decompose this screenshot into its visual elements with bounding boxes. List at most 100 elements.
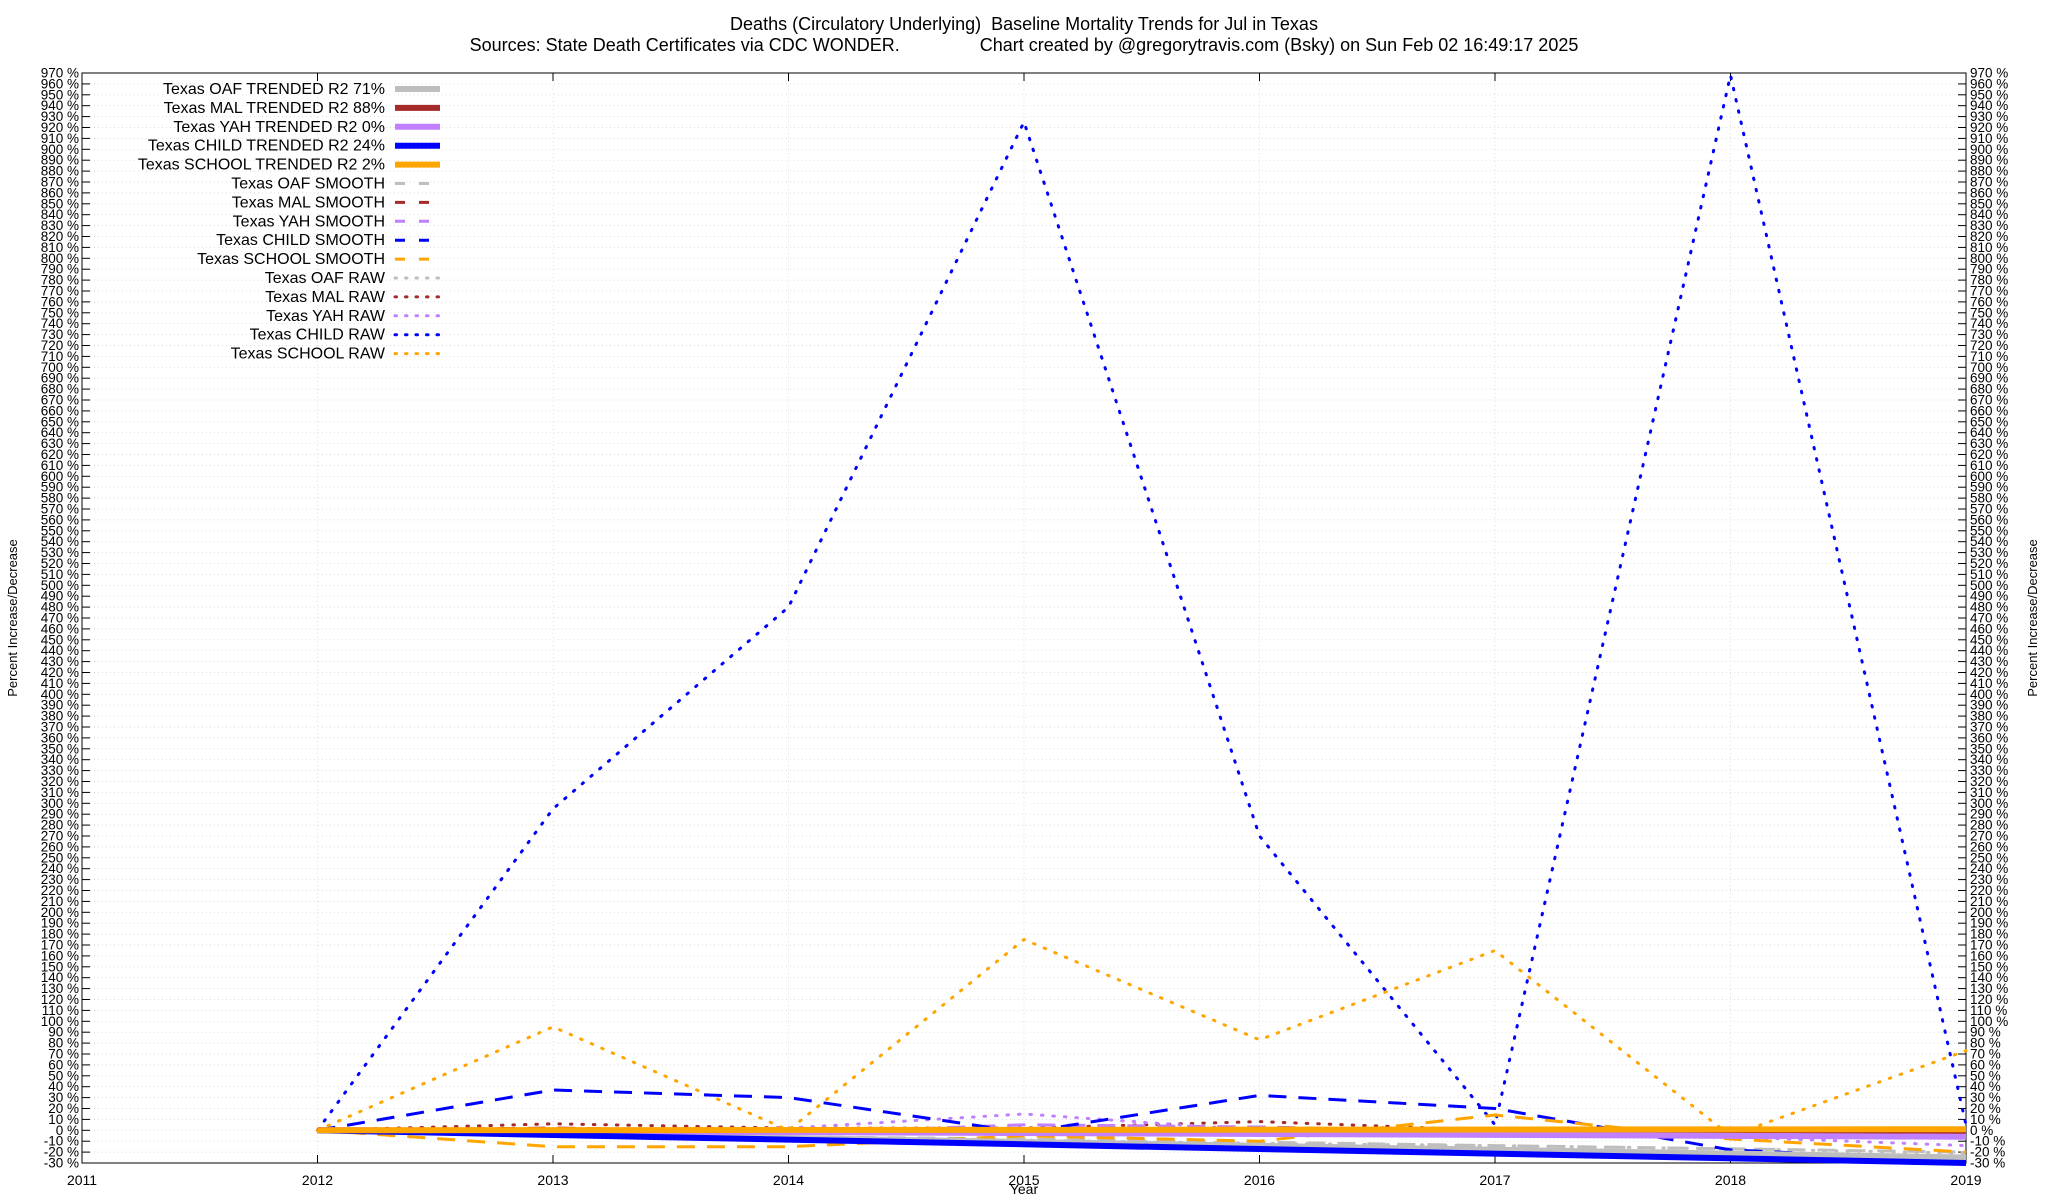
x-tick-label: 2012 <box>302 1172 333 1188</box>
y-tick-label: 370 % <box>41 720 79 735</box>
y-axis-label: Percent Increase/Decrease <box>5 539 20 697</box>
y-tick-label: 870 % <box>41 175 79 190</box>
y2-tick-label: 500 % <box>1970 578 2008 593</box>
y2-tick-label: 740 % <box>1970 316 2008 331</box>
y2-tick-label: 940 % <box>1970 98 2008 113</box>
x-tick-label: 2013 <box>537 1172 568 1188</box>
y2-tick-label: 540 % <box>1970 534 2008 549</box>
y-tick-label: 700 % <box>41 360 79 375</box>
y2-tick-label: 590 % <box>1970 480 2008 495</box>
y-tick-label: -20 % <box>44 1145 79 1160</box>
series-layer <box>316 73 1968 1166</box>
y-tick-label: 910 % <box>41 131 79 146</box>
y2-tick-label: 330 % <box>1970 763 2008 778</box>
y-tick-label: 0 % <box>56 1123 79 1138</box>
y2-tick-label: 30 % <box>1970 1090 2001 1105</box>
y-tick-label: 630 % <box>41 436 79 451</box>
y-tick-label: 620 % <box>41 447 79 462</box>
y2-tick-label: 190 % <box>1970 916 2008 931</box>
y-tick-label: 110 % <box>42 1003 79 1018</box>
y-tick-label: 880 % <box>41 164 79 179</box>
y-tick-label: 840 % <box>41 207 79 222</box>
y-tick-label: 230 % <box>41 872 79 887</box>
x-axis: 2011 2012 2013 2014 2015 2016 2017 2018 2019 <box>67 73 1982 1188</box>
y2-tick-label: 670 % <box>1970 393 2008 408</box>
y2-tick-label: 470 % <box>1970 611 2008 626</box>
series-line <box>317 1088 1967 1163</box>
y-tick-label: 530 % <box>41 545 79 560</box>
y2-tick-label: 80 % <box>1970 1036 2001 1051</box>
y2-tick-label: 10 % <box>1970 1112 2001 1127</box>
y2-tick-label: 800 % <box>1970 251 2008 266</box>
y-tick-label: 460 % <box>41 621 79 636</box>
y2-tick-label: 350 % <box>1970 741 2008 756</box>
y2-tick-label: 160 % <box>1970 948 2008 963</box>
y-tick-label: 330 % <box>41 763 79 778</box>
y2-tick-label: 620 % <box>1970 447 2008 462</box>
y-tick-label: 470 % <box>41 611 79 626</box>
y2-tick-label: 920 % <box>1970 120 2008 135</box>
y2-tick-label: 40 % <box>1970 1079 2001 1094</box>
series-line <box>316 1120 1968 1137</box>
y2-tick-label: 210 % <box>1970 894 2008 909</box>
y2-tick-label: 690 % <box>1970 371 2008 386</box>
y2-tick-label: 770 % <box>1970 284 2008 299</box>
y2-tick-label: 630 % <box>1970 436 2008 451</box>
y2-tick-label: 460 % <box>1970 621 2008 636</box>
y2-tick-label: 580 % <box>1970 491 2008 506</box>
legend-label: Texas OAF TRENDED R2 71% <box>163 81 385 98</box>
y-tick-label: 380 % <box>41 709 79 724</box>
legend-label: Texas SCHOOL TRENDED R2 2% <box>138 157 385 174</box>
y-tick-label: -30 % <box>44 1156 79 1171</box>
y2-tick-label: 290 % <box>1970 807 2008 822</box>
y-tick-label: 170 % <box>41 938 79 953</box>
legend: Texas OAF TRENDED R2 71% Texas MAL TRENDE… <box>138 81 442 363</box>
y-tick-label: 80 % <box>48 1036 79 1051</box>
x-tick-label: 2017 <box>1479 1172 1510 1188</box>
y2-tick-label: 660 % <box>1970 403 2008 418</box>
y-tick-label: 780 % <box>41 273 79 288</box>
y-tick-label: 200 % <box>41 905 79 920</box>
y2-tick-label: 880 % <box>1970 164 2008 179</box>
y-tick-label: 40 % <box>48 1079 79 1094</box>
y-tick-label: 520 % <box>41 556 79 571</box>
y2-tick-label: 610 % <box>1970 458 2008 473</box>
y2-tick-label: 0 % <box>1970 1123 1993 1138</box>
y2-tick-label: 520 % <box>1970 556 2008 571</box>
y-tick-label: 320 % <box>41 774 79 789</box>
y2-tick-label: -10 % <box>1970 1134 2005 1149</box>
y-tick-label: 560 % <box>41 512 79 527</box>
y2-tick-label: 90 % <box>1970 1025 2001 1040</box>
y2-tick-label: 260 % <box>1970 839 2008 854</box>
legend-label: Texas CHILD RAW <box>250 327 386 344</box>
y2-tick-label: 570 % <box>1970 502 2008 517</box>
y-tick-label: 350 % <box>41 741 79 756</box>
x-tick-label: 2015 <box>1008 1172 1039 1188</box>
y-tick-label: 830 % <box>41 218 79 233</box>
y2-tick-label: 840 % <box>1970 207 2008 222</box>
y2-tick-label: 890 % <box>1970 153 2008 168</box>
y2-tick-label: 130 % <box>1970 981 2008 996</box>
y2-tick-label: 440 % <box>1970 643 2008 658</box>
y2-tick-label: 970 % <box>1970 66 2008 81</box>
y-tick-label: 690 % <box>41 371 79 386</box>
y-tick-label: 250 % <box>41 850 79 865</box>
y2-tick-label: 110 % <box>1970 1003 2007 1018</box>
y2-tick-label: 170 % <box>1970 938 2008 953</box>
y-tick-label: 930 % <box>41 109 79 124</box>
y-tick-label: 220 % <box>41 883 79 898</box>
y2-tick-label: 900 % <box>1970 142 2008 157</box>
y-tick-label: 90 % <box>48 1025 79 1040</box>
y-tick-label: 500 % <box>41 578 79 593</box>
y-tick-label: 570 % <box>41 502 79 517</box>
y2-tick-label: 150 % <box>1970 959 2008 974</box>
y2-tick-label: 680 % <box>1970 382 2008 397</box>
y-tick-label: 70 % <box>48 1047 79 1062</box>
y-tick-label: 750 % <box>41 305 79 320</box>
y-tick-label: 810 % <box>41 240 79 255</box>
y2-tick-label: 550 % <box>1970 523 2008 538</box>
y2-tick-label: 950 % <box>1970 87 2008 102</box>
y2-tick-label: 860 % <box>1970 185 2008 200</box>
y-tick-label: 510 % <box>41 567 79 582</box>
y-tick-label: 900 % <box>41 142 79 157</box>
